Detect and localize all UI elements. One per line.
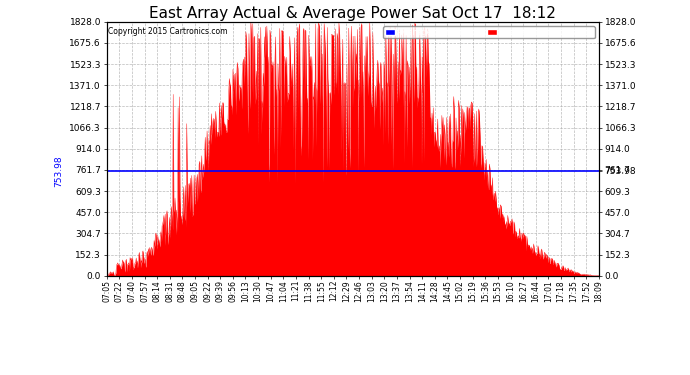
Text: 753.98: 753.98	[54, 155, 63, 187]
Title: East Array Actual & Average Power Sat Oct 17  18:12: East Array Actual & Average Power Sat Oc…	[149, 6, 556, 21]
Legend: Average  (DC Watts), East Array  (DC Watts): Average (DC Watts), East Array (DC Watts…	[383, 26, 595, 38]
Text: Copyright 2015 Cartronics.com: Copyright 2015 Cartronics.com	[108, 27, 227, 36]
